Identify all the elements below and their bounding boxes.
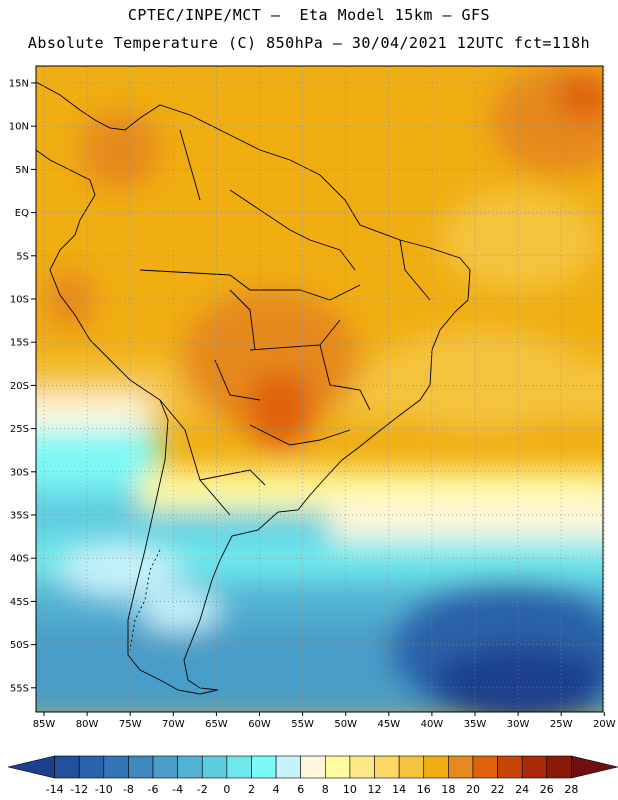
coastlines [35, 81, 471, 695]
colorbar-tick-label: -12 [70, 783, 88, 796]
colorbar-swatch [201, 755, 228, 779]
colorbar-tick-label: 2 [248, 783, 255, 796]
lon-label: 50W [334, 719, 357, 730]
colorbar-swatch [152, 755, 178, 779]
colorbar-tick-label: 4 [273, 783, 280, 796]
lon-label: 65W [205, 719, 228, 730]
lat-label: 10N [9, 122, 29, 133]
colorbar-tick-label: -14 [46, 783, 64, 796]
colorbar-swatch [448, 755, 474, 779]
lat-label: 45S [10, 597, 29, 608]
colorbar-swatch [226, 755, 252, 779]
colorbar-tick-label: 20 [466, 783, 480, 796]
colorbar-tick-label: 26 [540, 783, 554, 796]
lon-label: 60W [248, 719, 271, 730]
colorbar-tick-label: 14 [392, 783, 406, 796]
map-frame [35, 65, 604, 713]
colorbar-swatch [497, 755, 523, 779]
colorbar-tick-label: -6 [148, 783, 159, 796]
colorbar-swatch [177, 755, 203, 779]
lon-label: 40W [421, 719, 444, 730]
colorbar-tick-label: 16 [417, 783, 431, 796]
lat-label: 20S [10, 381, 29, 392]
temperature-field [36, 66, 603, 712]
colorbar-swatch [398, 755, 425, 779]
lat-label: EQ [15, 208, 29, 219]
colorbar [7, 755, 618, 779]
colorbar-swatch [325, 755, 351, 779]
lat-lon-grid [36, 66, 605, 712]
colorbar-swatch [251, 755, 277, 779]
colorbar-swatch [423, 755, 449, 779]
colorbar-tick-label: 0 [223, 783, 230, 796]
colorbar-swatch [275, 755, 301, 779]
colorbar-arrow-high [571, 755, 618, 779]
colorbar-arrow-low [7, 755, 55, 779]
lat-label: 25S [10, 424, 29, 435]
lat-label: 10S [10, 295, 29, 306]
lat-label: 50S [10, 640, 29, 651]
lat-label: 30S [10, 467, 29, 478]
colorbar-tick-label: 10 [343, 783, 357, 796]
colorbar-labels: -14 -12 -10 -8 -6 -4 -2 0 2 4 6 8 10 12 14 16 18 20 22 24 26… [46, 783, 579, 796]
lon-label: 80W [76, 719, 99, 730]
lon-label: 35W [464, 719, 487, 730]
colorbar-tick-label: -8 [123, 783, 134, 796]
latitude-labels: 15N 10N 5N EQ 5S 10S 15S 20S 25S 30S 35S 40S 45S 50S 5… [9, 79, 36, 694]
longitude-labels: 85W 80W 75W 70W 65W 60W 55W 50W 45W 40W 35W 30W 25W 2… [33, 712, 616, 730]
lat-label: 5N [15, 165, 29, 176]
colorbar-tick-label: 8 [322, 783, 329, 796]
colorbar-swatch [300, 755, 326, 779]
lon-label: 45W [377, 719, 400, 730]
colorbar-tick-label: 12 [368, 783, 382, 796]
colorbar-swatch [128, 755, 154, 779]
colorbar-swatch [521, 755, 548, 779]
colorbar-swatch [472, 755, 498, 779]
colorbar-tick-label: 18 [441, 783, 455, 796]
lon-label: 55W [291, 719, 314, 730]
lat-label: 40S [10, 554, 29, 565]
lon-label: 20W [593, 719, 616, 730]
colorbar-tick-label: -10 [95, 783, 113, 796]
colorbar-swatch [103, 755, 129, 779]
colorbar-tick-label: 24 [515, 783, 529, 796]
colorbar-tick-label: 22 [491, 783, 505, 796]
lat-label: 15N [9, 79, 29, 90]
lat-label: 5S [16, 251, 29, 262]
colorbar-tick-label: -2 [197, 783, 208, 796]
colorbar-swatch [546, 755, 572, 779]
colorbar-tick-label: 6 [297, 783, 304, 796]
colorbar-tick-label: 28 [564, 783, 578, 796]
colorbar-tick-label: -4 [172, 783, 183, 796]
lat-label: 15S [10, 338, 29, 349]
lat-label: 35S [10, 511, 29, 522]
colorbar-swatch [349, 755, 375, 779]
chart-title-line1: CPTEC/INPE/MCT – Eta Model 15km – GFS [127, 6, 491, 24]
chart-title-line2: Absolute Temperature (C) 850hPa – 30/04/… [27, 34, 591, 52]
lon-label: 70W [162, 719, 185, 730]
lon-label: 85W [33, 719, 56, 730]
lat-label: 55S [10, 683, 29, 694]
lon-label: 30W [507, 719, 530, 730]
colorbar-swatch [54, 755, 80, 779]
colorbar-swatch [374, 755, 400, 779]
lon-label: 75W [119, 719, 142, 730]
colorbar-swatch [78, 755, 105, 779]
lon-label: 25W [550, 719, 573, 730]
